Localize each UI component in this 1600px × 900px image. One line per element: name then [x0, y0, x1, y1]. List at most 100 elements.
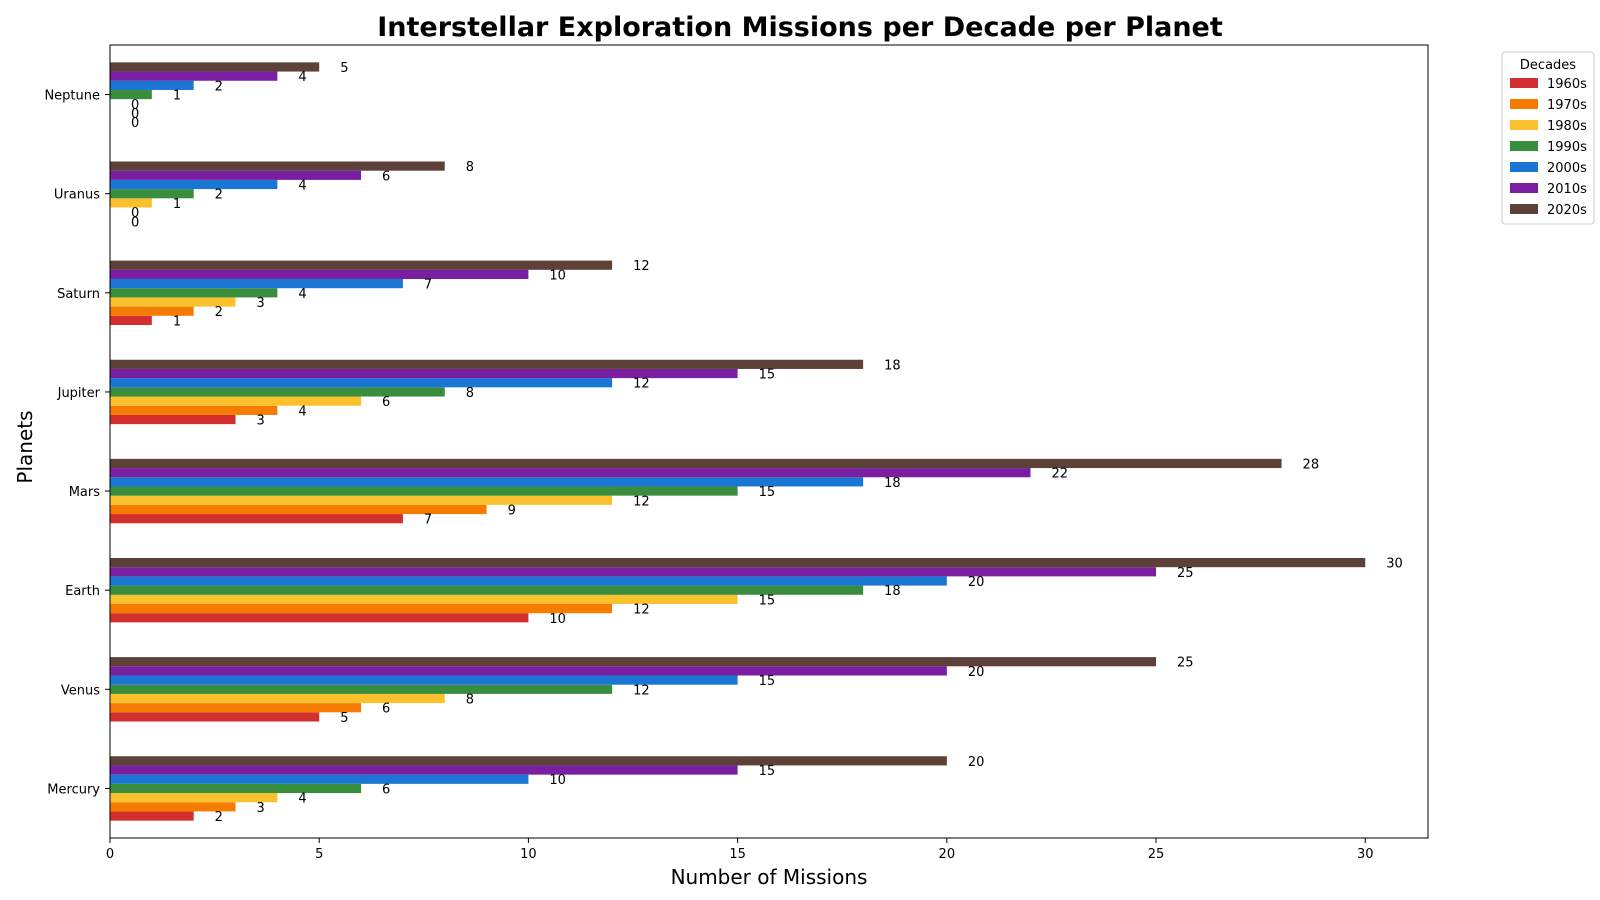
value-label: 15	[759, 485, 776, 500]
value-label: 18	[884, 476, 901, 491]
value-label: 6	[382, 395, 390, 410]
value-label: 5	[340, 711, 348, 726]
legend-label-2010s: 2010s	[1547, 182, 1587, 197]
value-label: 4	[298, 404, 306, 419]
legend-swatch-2010s	[1510, 183, 1538, 193]
bar-mercury-1980s	[110, 793, 278, 803]
bar-venus-2000s	[110, 675, 738, 685]
y-tick-label: Saturn	[57, 287, 100, 302]
value-label: 10	[549, 773, 566, 788]
bar-jupiter-2020s	[110, 359, 864, 369]
bar-uranus-2010s	[110, 170, 362, 180]
value-label: 4	[298, 792, 306, 807]
bar-saturn-2000s	[110, 279, 403, 289]
value-label: 0	[131, 206, 139, 221]
legend-swatch-2020s	[1510, 204, 1538, 214]
bar-saturn-1970s	[110, 306, 194, 316]
value-label: 1	[173, 89, 181, 104]
value-label: 9	[508, 503, 516, 518]
value-label: 7	[424, 513, 432, 528]
bar-saturn-2010s	[110, 269, 529, 280]
value-label: 0	[131, 215, 139, 230]
value-label: 5	[340, 61, 348, 76]
legend-label-2020s: 2020s	[1547, 203, 1587, 218]
bar-mars-1970s	[110, 504, 487, 515]
bar-mars-1960s	[110, 514, 403, 524]
value-label: 6	[382, 782, 390, 797]
value-label: 3	[257, 296, 265, 311]
x-tick-label: 15	[729, 847, 746, 862]
value-label: 20	[968, 665, 985, 680]
value-label: 3	[257, 801, 265, 816]
x-tick-label: 20	[939, 847, 956, 862]
bar-mars-1990s	[110, 486, 738, 496]
bar-uranus-2020s	[110, 161, 445, 171]
bar-neptune-1990s	[110, 89, 152, 100]
value-label: 2	[215, 188, 223, 203]
bar-earth-2020s	[110, 557, 1366, 568]
value-labels-layer: 2510731003612942004815126310612181584211…	[131, 61, 1403, 825]
value-label: 20	[968, 755, 985, 770]
legend-label-1960s: 1960s	[1547, 77, 1587, 92]
bars-layer	[110, 62, 1366, 821]
value-label: 12	[633, 494, 650, 509]
bar-jupiter-2000s	[110, 378, 613, 388]
value-label: 8	[466, 693, 474, 708]
value-label: 4	[298, 178, 306, 193]
legend-label-1970s: 1970s	[1547, 98, 1587, 113]
value-label: 8	[466, 160, 474, 175]
value-label: 0	[131, 98, 139, 113]
bar-mars-1980s	[110, 495, 613, 505]
y-tick-label: Earth	[65, 584, 100, 599]
value-label: 15	[759, 593, 776, 608]
bar-saturn-1960s	[110, 315, 152, 326]
legend-swatch-1980s	[1510, 120, 1538, 130]
bar-uranus-1980s	[110, 198, 152, 208]
y-tick-label: Uranus	[54, 188, 100, 203]
bar-earth-1980s	[110, 594, 738, 604]
bar-venus-1970s	[110, 703, 362, 713]
value-label: 6	[382, 169, 390, 184]
value-label: 1	[173, 314, 181, 329]
value-label: 28	[1303, 457, 1320, 472]
legend-swatch-1990s	[1510, 141, 1538, 151]
bar-mars-2020s	[110, 458, 1282, 469]
bar-venus-2010s	[110, 666, 947, 676]
y-tick-label: Mercury	[47, 782, 100, 797]
bar-mercury-2010s	[110, 765, 738, 775]
value-label: 0	[131, 116, 139, 131]
value-label: 12	[633, 683, 650, 698]
y-tick-label: Neptune	[44, 89, 100, 104]
value-label: 7	[424, 278, 432, 293]
bar-mercury-1990s	[110, 783, 362, 794]
value-label: 1	[173, 197, 181, 212]
x-tick-label: 30	[1357, 847, 1374, 862]
bar-neptune-2020s	[110, 62, 320, 72]
value-label: 8	[466, 386, 474, 401]
bar-earth-1970s	[110, 603, 613, 614]
bar-jupiter-2010s	[110, 368, 738, 379]
value-label: 25	[1177, 656, 1194, 671]
bar-jupiter-1990s	[110, 387, 445, 397]
value-label: 18	[884, 358, 901, 373]
bar-saturn-2020s	[110, 260, 613, 270]
bar-mercury-2020s	[110, 756, 947, 766]
legend-label-1980s: 1980s	[1547, 119, 1587, 134]
x-tick-label: 0	[106, 847, 114, 862]
bar-jupiter-1960s	[110, 414, 236, 425]
value-label: 10	[549, 612, 566, 627]
legend-swatch-1970s	[1510, 99, 1538, 109]
bar-mercury-1960s	[110, 811, 194, 821]
bar-mercury-2000s	[110, 774, 529, 784]
value-label: 0	[131, 107, 139, 122]
legend-swatch-2000s	[1510, 162, 1538, 172]
chart-title: Interstellar Exploration Missions per De…	[377, 12, 1223, 43]
x-tick-label: 5	[315, 847, 323, 862]
bar-venus-2020s	[110, 657, 1157, 667]
y-axis-label: Planets	[13, 410, 37, 483]
bar-earth-2010s	[110, 567, 1157, 577]
bar-neptune-2010s	[110, 71, 278, 81]
bar-neptune-2000s	[110, 80, 194, 90]
